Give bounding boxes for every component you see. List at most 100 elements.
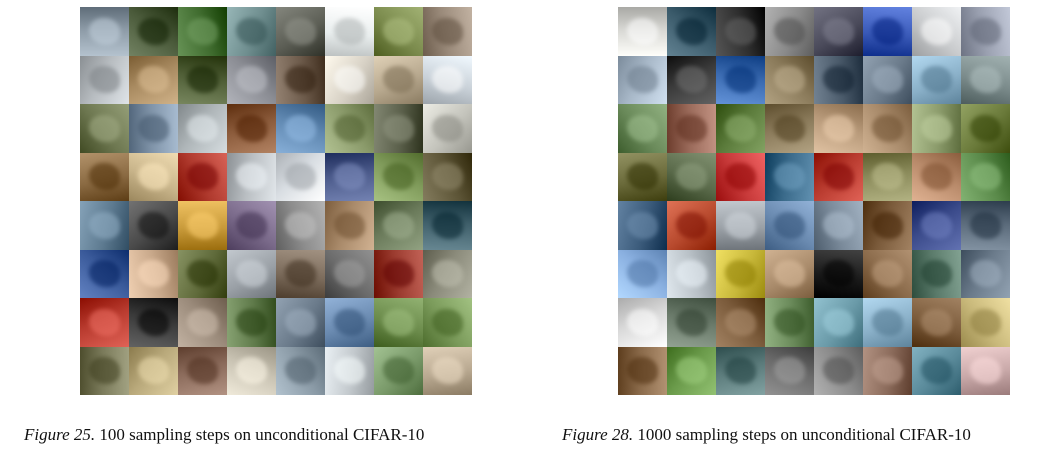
sample-image [178, 104, 227, 153]
sample-image [374, 346, 423, 395]
sample-image [129, 249, 178, 298]
sample-image [80, 346, 129, 395]
sample-image [325, 201, 374, 250]
sample-image [912, 152, 961, 201]
sample-image [863, 201, 912, 250]
sample-image [80, 55, 129, 104]
sample-image [80, 298, 129, 347]
caption-label: Figure 25. [24, 425, 96, 444]
sample-image [325, 55, 374, 104]
sample-image [912, 55, 961, 104]
sample-image [423, 201, 472, 250]
sample-image [912, 298, 961, 347]
sample-image [227, 104, 276, 153]
sample-image [276, 7, 325, 56]
sample-image [667, 104, 716, 153]
sample-image [374, 7, 423, 56]
sample-image [325, 298, 374, 347]
sample-image [374, 55, 423, 104]
figure-caption: Figure 28. 1000 sampling steps on uncond… [562, 425, 971, 445]
sample-image [178, 55, 227, 104]
sample-image [765, 249, 814, 298]
sample-image [618, 152, 667, 201]
sample-image [765, 298, 814, 347]
sample-image [227, 152, 276, 201]
sample-image [129, 55, 178, 104]
sample-image [80, 152, 129, 201]
sample-image [961, 201, 1010, 250]
sample-image [276, 298, 325, 347]
sample-image [667, 201, 716, 250]
sample-image [80, 201, 129, 250]
sample-image [423, 298, 472, 347]
sample-image [129, 201, 178, 250]
sample-image [227, 7, 276, 56]
sample-image [178, 249, 227, 298]
sample-image [80, 104, 129, 153]
sample-image [618, 55, 667, 104]
sample-image [129, 346, 178, 395]
sample-image [618, 7, 667, 56]
sample-image [961, 55, 1010, 104]
sample-image [618, 201, 667, 250]
sample-image [374, 201, 423, 250]
sample-image [423, 346, 472, 395]
sample-image-grid [80, 7, 472, 395]
sample-image [765, 55, 814, 104]
sample-image [276, 201, 325, 250]
sample-image [814, 152, 863, 201]
sample-image [227, 201, 276, 250]
sample-image [765, 201, 814, 250]
sample-image [618, 249, 667, 298]
sample-image [374, 152, 423, 201]
sample-image [276, 55, 325, 104]
sample-image [961, 7, 1010, 56]
sample-image [618, 346, 667, 395]
sample-image [814, 201, 863, 250]
sample-image [667, 249, 716, 298]
sample-image [814, 104, 863, 153]
sample-image [276, 346, 325, 395]
sample-image [716, 104, 765, 153]
sample-image [423, 7, 472, 56]
sample-image [814, 249, 863, 298]
sample-image [276, 249, 325, 298]
sample-image [325, 104, 374, 153]
sample-image [423, 152, 472, 201]
sample-image [227, 298, 276, 347]
sample-image [129, 104, 178, 153]
sample-image-grid [618, 7, 1010, 395]
sample-image [961, 104, 1010, 153]
sample-image [765, 346, 814, 395]
figure-caption: Figure 25. 100 sampling steps on uncondi… [24, 425, 424, 445]
sample-image [716, 298, 765, 347]
sample-image [667, 7, 716, 56]
sample-image [80, 249, 129, 298]
sample-image [667, 346, 716, 395]
sample-image [863, 104, 912, 153]
sample-image [129, 152, 178, 201]
sample-image [129, 7, 178, 56]
sample-image [374, 104, 423, 153]
sample-image [912, 201, 961, 250]
sample-image [716, 7, 765, 56]
sample-image [912, 104, 961, 153]
sample-image [667, 55, 716, 104]
sample-image [423, 249, 472, 298]
sample-image [325, 346, 374, 395]
sample-image [863, 55, 912, 104]
sample-image [80, 7, 129, 56]
sample-image [716, 152, 765, 201]
sample-image [863, 152, 912, 201]
sample-image [863, 249, 912, 298]
sample-image [912, 7, 961, 56]
sample-image [863, 346, 912, 395]
sample-image [961, 346, 1010, 395]
sample-image [129, 298, 178, 347]
sample-image [374, 298, 423, 347]
sample-image [961, 249, 1010, 298]
sample-image [178, 7, 227, 56]
sample-image [716, 201, 765, 250]
sample-image [178, 346, 227, 395]
sample-image [814, 346, 863, 395]
